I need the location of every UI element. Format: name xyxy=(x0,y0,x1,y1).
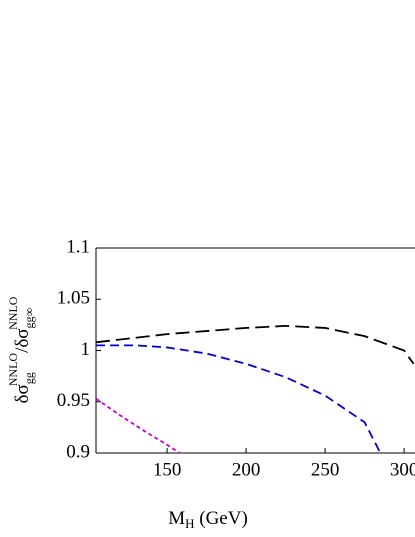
x-label-part: (GeV) xyxy=(195,508,248,529)
y-tick-label: 0.95 xyxy=(57,390,90,411)
y-axis-label: δσggNNLO/δσgg∞NNLO xyxy=(6,296,36,403)
y-label-part: δσ xyxy=(12,384,33,403)
series-line xyxy=(96,324,415,365)
y-label-part: /δσ xyxy=(12,328,33,352)
x-label-sub: H xyxy=(185,516,194,531)
plot-area xyxy=(96,324,415,453)
x-tick-label: 150 xyxy=(153,459,182,480)
y-label-sup: NNLO xyxy=(6,353,20,387)
series-line xyxy=(96,344,382,453)
x-tick-label: 200 xyxy=(232,459,261,480)
x-axis-label: MH (GeV) xyxy=(168,508,248,531)
y-tick-label: 0.9 xyxy=(66,441,90,462)
x-label-part: M xyxy=(168,508,185,529)
y-label-sub: gg∞ xyxy=(22,308,36,329)
x-tick-label: 300 xyxy=(390,459,415,480)
y-label-sub: gg xyxy=(22,372,36,384)
series-line xyxy=(96,397,181,453)
y-label-sup: NNLO xyxy=(6,296,20,330)
y-tick-label: 1.05 xyxy=(57,288,90,309)
x-tick-label: 250 xyxy=(311,459,340,480)
y-tick-label: 1 xyxy=(81,339,91,360)
y-tick-label: 1.1 xyxy=(66,236,90,257)
